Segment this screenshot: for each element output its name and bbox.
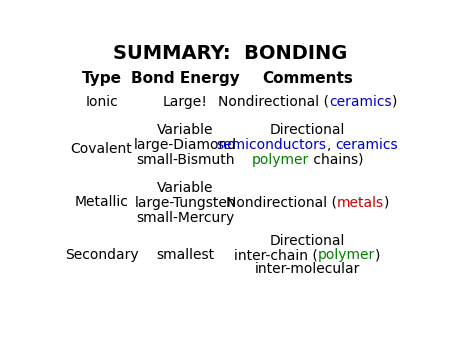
Text: Variable: Variable: [157, 123, 214, 137]
Text: Covalent: Covalent: [71, 142, 132, 155]
Text: inter-molecular: inter-molecular: [255, 262, 360, 276]
Text: chains): chains): [309, 153, 363, 167]
Text: inter-chain (: inter-chain (: [234, 248, 318, 262]
Text: polymer: polymer: [318, 248, 375, 262]
Text: large-Diamond: large-Diamond: [134, 138, 237, 152]
Text: Secondary: Secondary: [65, 248, 139, 262]
Text: SUMMARY:  BONDING: SUMMARY: BONDING: [113, 44, 348, 63]
Text: Comments: Comments: [262, 71, 353, 86]
Text: small-Bismuth: small-Bismuth: [136, 153, 234, 167]
Text: smallest: smallest: [156, 248, 214, 262]
Text: Variable: Variable: [157, 180, 214, 195]
Text: Ionic: Ionic: [85, 95, 118, 109]
Text: ,: ,: [327, 138, 335, 152]
Text: Type: Type: [81, 71, 122, 86]
Text: Nondirectional (: Nondirectional (: [218, 95, 329, 109]
Text: Directional: Directional: [270, 235, 345, 248]
Text: Metallic: Metallic: [75, 195, 129, 210]
Text: ceramics: ceramics: [329, 95, 392, 109]
Text: polymer: polymer: [252, 153, 309, 167]
Text: semiconductors: semiconductors: [216, 138, 327, 152]
Text: ): ): [384, 196, 389, 210]
Text: Large!: Large!: [163, 95, 208, 109]
Text: ): ): [392, 95, 397, 109]
Text: large-Tungsten: large-Tungsten: [135, 196, 236, 210]
Text: ): ): [375, 248, 381, 262]
Text: metals: metals: [337, 196, 384, 210]
Text: small-Mercury: small-Mercury: [136, 211, 234, 225]
Text: ceramics: ceramics: [335, 138, 398, 152]
Text: Nondirectional (: Nondirectional (: [225, 196, 337, 210]
Text: Directional: Directional: [270, 123, 345, 137]
Text: Bond Energy: Bond Energy: [131, 71, 240, 86]
